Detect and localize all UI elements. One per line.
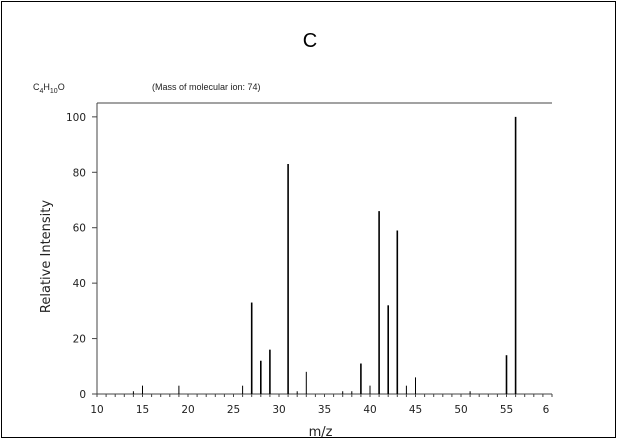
x-tick-label: 50	[454, 404, 467, 416]
y-tick-label: 0	[79, 389, 86, 401]
x-tick-label: 25	[227, 404, 240, 416]
x-tick-label: 20	[181, 404, 194, 416]
y-tick-label: 100	[66, 112, 86, 124]
x-tick-label: 45	[409, 404, 422, 416]
x-tick-label: 40	[363, 404, 376, 416]
formula-c: C	[33, 82, 40, 92]
formula-sub-h: 10	[49, 87, 58, 95]
x-tick-label: 55	[500, 404, 513, 416]
molecular-ion-note: (Mass of molecular ion: 74)	[152, 82, 261, 92]
x-tick-label: 15	[136, 404, 149, 416]
x-axis-label: m/z	[309, 425, 333, 440]
x-tick-label: 35	[318, 404, 331, 416]
y-tick-label: 20	[73, 334, 86, 346]
y-tick-label: 80	[73, 167, 86, 179]
chart-axes	[96, 102, 552, 395]
y-tick-label: 40	[73, 278, 86, 290]
molecular-formula: C4H10O	[33, 82, 65, 95]
formula-sub-c: 4	[39, 87, 44, 95]
x-tick-label: 30	[272, 404, 285, 416]
x-tick-label: 10	[90, 404, 103, 416]
y-axis-label: Relative Intensity	[39, 200, 54, 313]
panel-letter: C	[302, 30, 318, 52]
x-tick-label: 6	[543, 404, 550, 416]
formula-h: H	[43, 82, 50, 92]
chart-bars	[132, 116, 517, 394]
y-tick-label: 60	[73, 223, 86, 235]
formula-o: O	[57, 82, 65, 92]
